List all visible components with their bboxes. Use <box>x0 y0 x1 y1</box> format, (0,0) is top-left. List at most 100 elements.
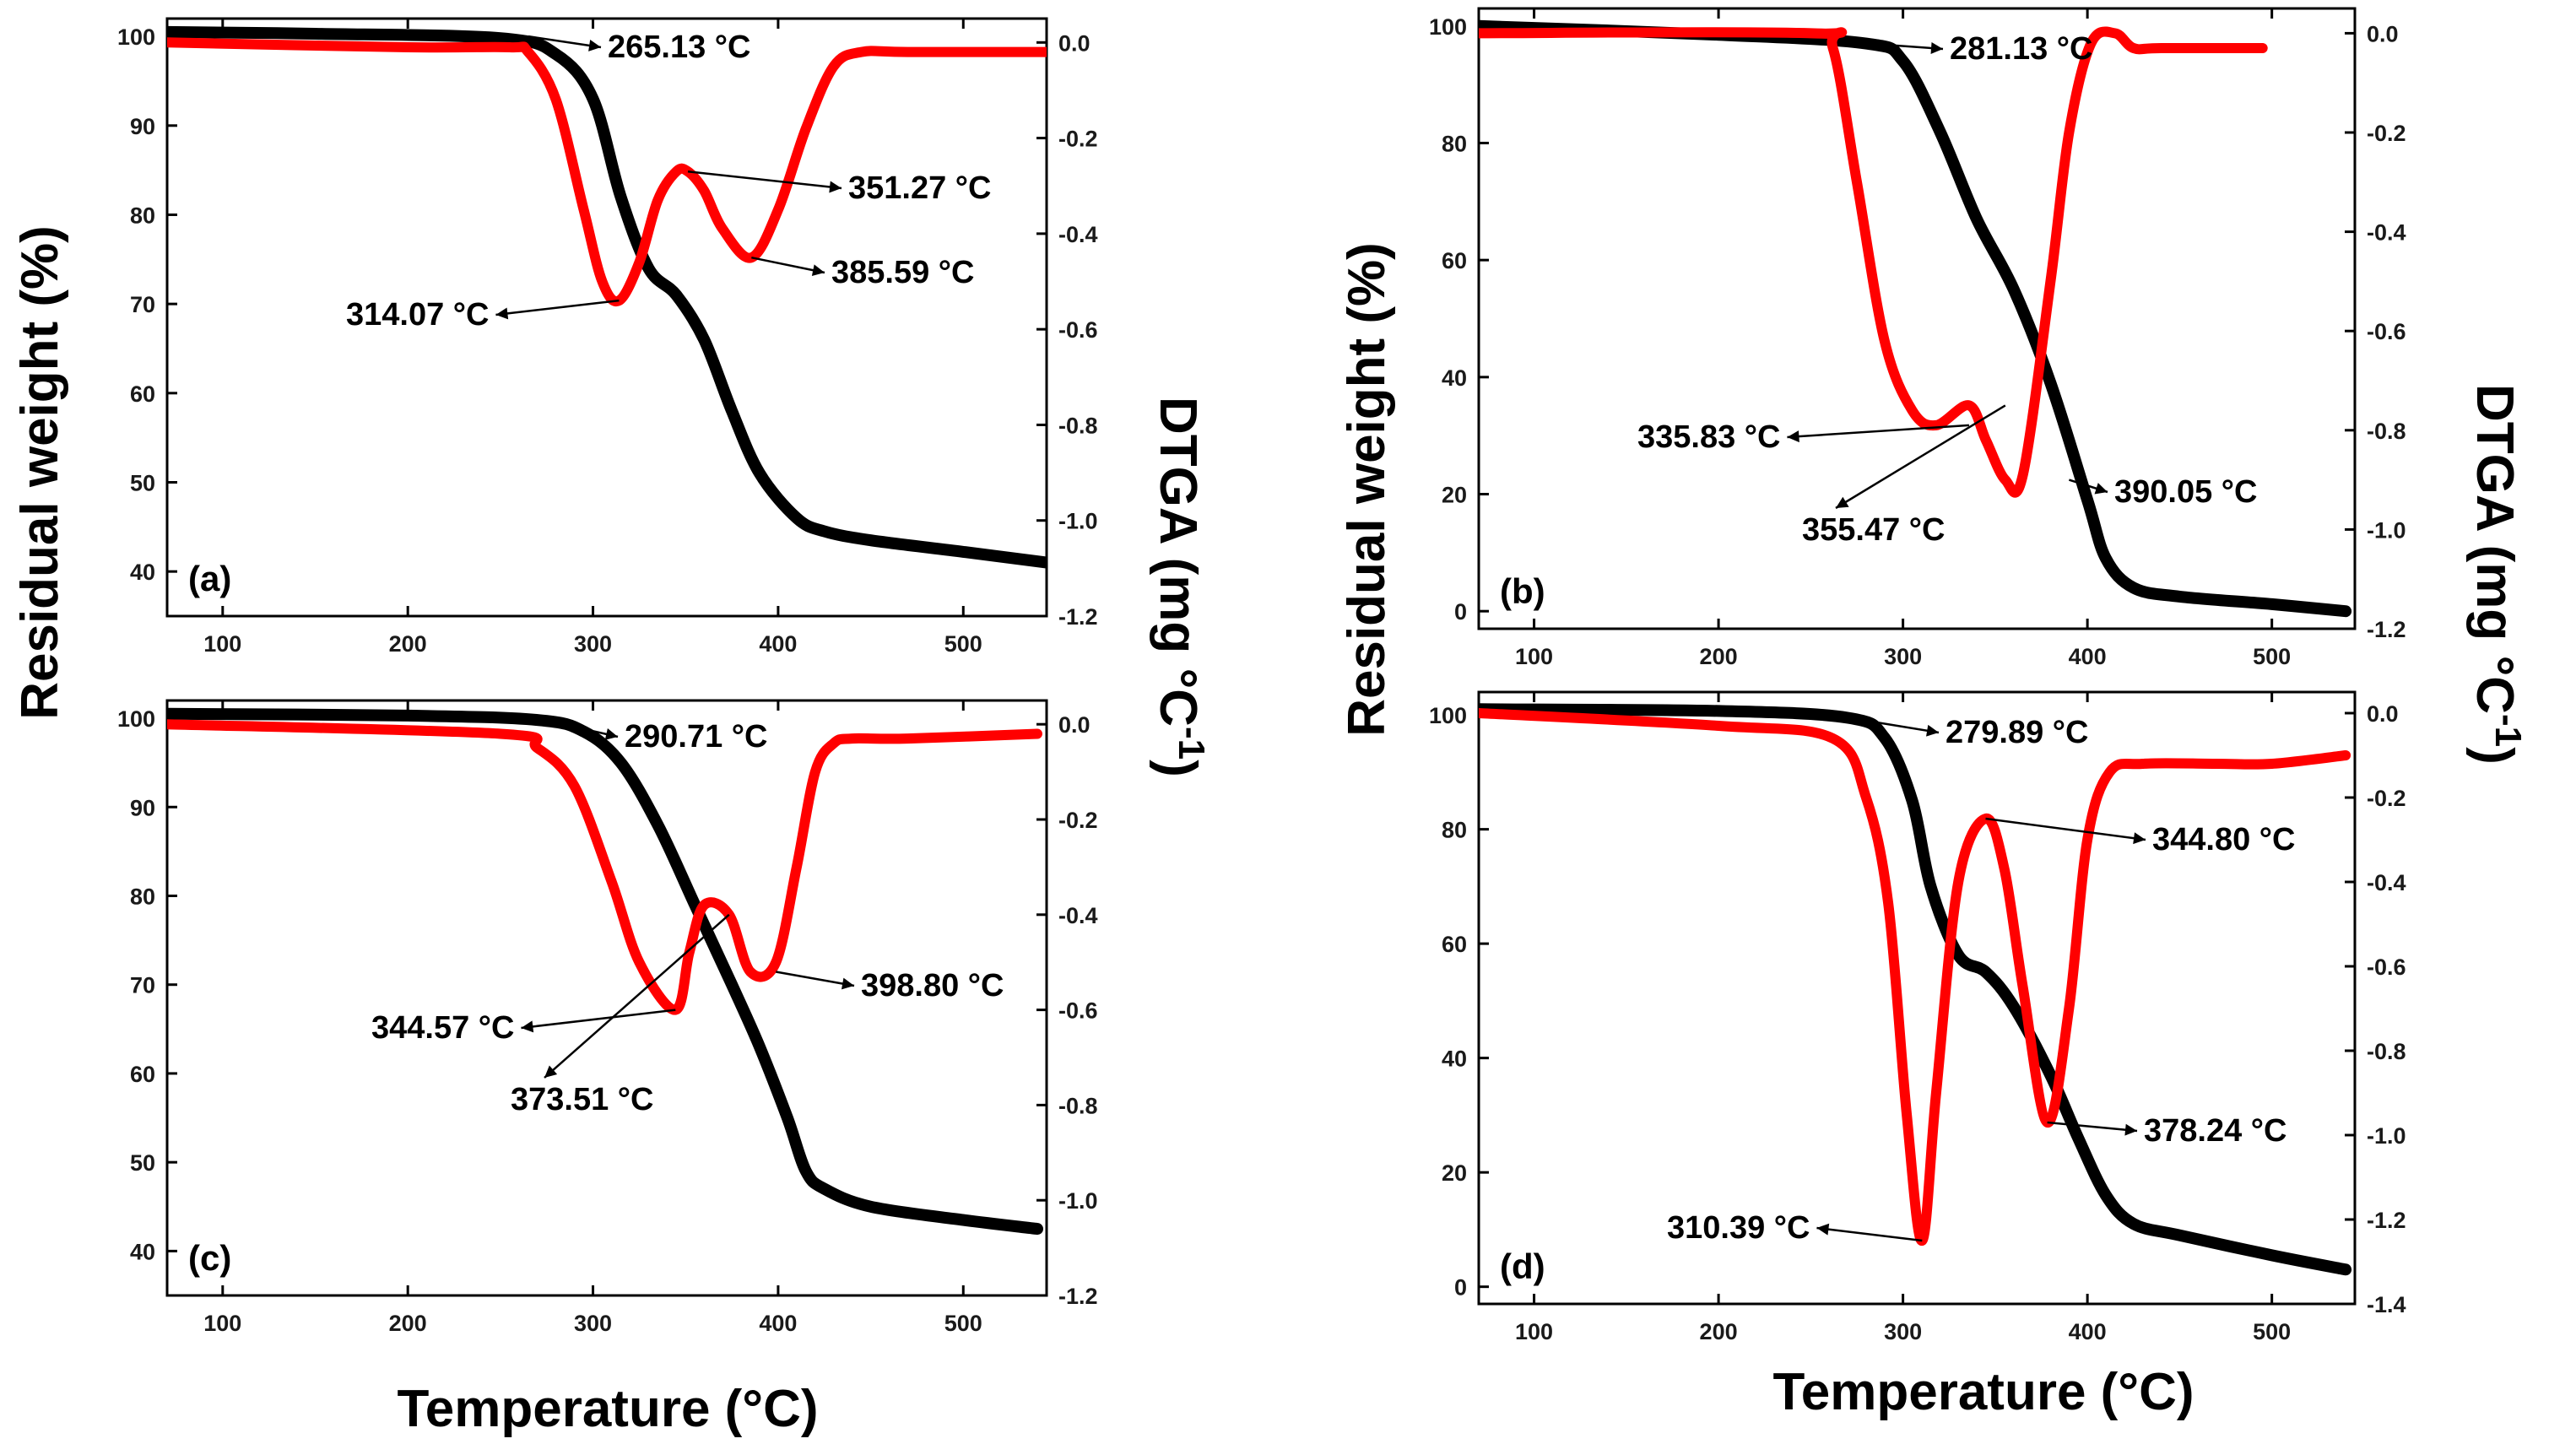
right-y2label-close: ) <box>2465 747 2524 765</box>
peak-annotation: 290.71 °C <box>625 719 767 754</box>
x-tick-label: 500 <box>944 631 982 657</box>
y-tick-label: 20 <box>1442 483 1467 508</box>
x-tick-label: 500 <box>2253 644 2291 669</box>
annotation-arrowhead <box>544 1065 558 1078</box>
y2-tick-label: -0.2 <box>2367 786 2406 811</box>
tga-series-line <box>1479 703 2352 1276</box>
annotation-arrow <box>2047 1121 2138 1133</box>
right-y2label: DTGA (mg °C-1) <box>2465 384 2529 765</box>
y-tick-label: 100 <box>1429 703 1467 728</box>
y-tick-label: 0 <box>1454 599 1467 625</box>
y-tick-label: 40 <box>130 1239 155 1264</box>
peak-annotation: 314.07 °C <box>346 297 489 333</box>
x-tick-label: 200 <box>1700 644 1738 669</box>
annotation-arrowhead <box>1836 496 1849 508</box>
annotation-arrowhead <box>495 307 509 320</box>
y2-tick-label: -0.2 <box>1058 127 1098 152</box>
y2-tick-label: -1.0 <box>1058 509 1098 534</box>
y-tick-label: 100 <box>1429 14 1467 40</box>
annotation-arrow <box>776 971 855 987</box>
plot-frame <box>165 17 1048 618</box>
x-tick-label: 500 <box>2253 1319 2291 1344</box>
x-tick-label: 200 <box>1700 1319 1738 1344</box>
y-tick-label: 0 <box>1454 1275 1467 1301</box>
annotation-arrow <box>1787 424 1969 439</box>
y2-tick-label: -0.6 <box>1058 998 1098 1024</box>
x-tick-label: 400 <box>759 631 797 657</box>
peak-annotation: 344.80 °C <box>2152 822 2295 857</box>
x-tick-label: 200 <box>389 631 427 657</box>
x-tick-label: 100 <box>1515 1319 1553 1344</box>
y2-tick-label: -0.8 <box>2367 1039 2406 1064</box>
y-tick-label: 40 <box>130 560 155 585</box>
annotation-arrowhead <box>811 264 825 277</box>
x-tick-label: 400 <box>2069 1319 2107 1344</box>
y2-tick-label: 0.0 <box>1058 30 1090 56</box>
y-tick-label: 80 <box>1442 818 1467 843</box>
y2-tick-label: -0.2 <box>1058 808 1098 833</box>
annotation-arrowhead <box>521 1020 534 1033</box>
y2-tick-label: -0.6 <box>2367 955 2406 980</box>
y-tick-label: 70 <box>130 973 155 998</box>
annotation-arrowhead <box>604 728 618 740</box>
annotation-arrow <box>687 170 842 190</box>
annotation-arrow <box>544 913 730 1079</box>
dtga-series-line <box>167 719 1042 1015</box>
left-y2label-close: ) <box>1149 760 1207 777</box>
peak-annotation: 398.80 °C <box>861 968 1004 1003</box>
annotation-arrowhead <box>829 181 842 193</box>
right-xlabel: Temperature (°C) <box>1772 1363 2194 1421</box>
y2-tick-label: -0.4 <box>2367 220 2406 246</box>
annotation-arrowhead <box>841 977 854 990</box>
y2-tick-label: -0.8 <box>1058 413 1098 438</box>
y-tick-label: 60 <box>1442 932 1467 957</box>
x-tick-label: 200 <box>389 1311 427 1336</box>
x-tick-label: 500 <box>944 1311 982 1336</box>
annotation-arrow <box>751 256 825 274</box>
panel-c: 100 200 300 400 500 40 50 60 70 80 90 100 -1.2 -1.0 -0… <box>117 699 1098 1336</box>
peak-annotation: 281.13 °C <box>1950 31 2092 67</box>
annotation-arrowhead <box>2124 1123 2137 1136</box>
y2-tick-label: -0.2 <box>2367 121 2406 146</box>
peak-annotation: 265.13 °C <box>608 30 750 65</box>
annotation-arrow <box>1835 404 2006 510</box>
y2-tick-label: -0.6 <box>1058 317 1098 343</box>
y2-tick-label: -1.4 <box>2367 1292 2406 1317</box>
annotation-arrow <box>1865 719 1940 734</box>
y-tick-label: 100 <box>117 706 155 732</box>
annotation-arrow <box>521 1009 676 1030</box>
y-tick-label: 70 <box>130 292 155 317</box>
peak-annotation: 279.89 °C <box>1946 715 2088 750</box>
panel-a: 100 200 300 400 500 40 50 60 70 80 90 100 -1.2 -1.0 -0… <box>117 17 1098 657</box>
y2-tick-label: -1.0 <box>2367 1123 2406 1149</box>
peak-annotation: 390.05 °C <box>2114 474 2257 510</box>
x-tick-label: 300 <box>574 1311 612 1336</box>
y-tick-label: 90 <box>130 114 155 139</box>
tga-series-line <box>167 25 1047 569</box>
tga-series-line <box>1479 19 2352 618</box>
peak-annotation: 385.59 °C <box>831 255 974 290</box>
panel-label: (d) <box>1500 1247 1545 1286</box>
y2-tick-label: -0.8 <box>1058 1093 1098 1118</box>
x-tick-label: 400 <box>2069 644 2107 669</box>
y2-tick-label: 0.0 <box>2367 701 2399 727</box>
x-tick-label: 100 <box>203 1311 241 1336</box>
annotation-arrow <box>528 35 602 49</box>
y-tick-label: 50 <box>130 470 155 495</box>
peak-annotation: 373.51 °C <box>511 1082 653 1117</box>
x-tick-label: 400 <box>759 1311 797 1336</box>
y2-tick-label: -0.8 <box>2367 419 2406 444</box>
y-tick-label: 60 <box>130 381 155 407</box>
panel-label: (c) <box>188 1238 231 1278</box>
peak-annotation: 378.24 °C <box>2144 1113 2286 1149</box>
y2-tick-label: -1.2 <box>1058 604 1098 630</box>
annotation-arrow <box>495 299 620 316</box>
annotation-arrow <box>1868 42 1944 51</box>
panel-d: 100 200 300 400 500 0 20 40 60 80 100 -1.4 -1.2 -1.0 -… <box>1429 690 2406 1344</box>
annotation-arrowhead <box>1816 1223 1830 1236</box>
y2-tick-label: -1.0 <box>1058 1188 1098 1214</box>
panel-b: 100 200 300 400 500 0 20 40 60 80 100 -1.2 -1.0 -0.8 -… <box>1429 7 2406 669</box>
x-tick-label: 300 <box>574 631 612 657</box>
right-y2label-main: DTGA (mg °C <box>2465 384 2524 714</box>
